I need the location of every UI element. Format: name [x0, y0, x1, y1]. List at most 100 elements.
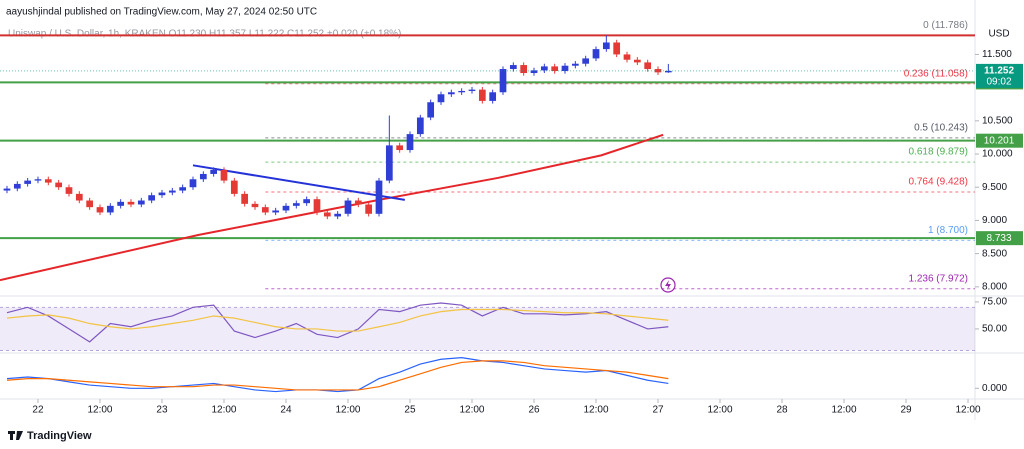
candle-body — [127, 201, 135, 205]
y-tick-label: 11.500 — [982, 49, 1012, 60]
candle-body — [86, 200, 94, 208]
candle-body — [633, 59, 641, 63]
support-price-box — [976, 133, 1023, 148]
candle-body — [540, 66, 548, 71]
candle-body — [530, 70, 538, 74]
indicator-line — [6, 357, 669, 393]
x-tick-label: 12:00 — [956, 405, 981, 416]
x-tick-label: 12:00 — [335, 405, 360, 416]
last-price-box — [976, 63, 1023, 88]
candle-body — [385, 145, 393, 181]
footer-brand: TradingView — [27, 430, 92, 442]
support-price-label: 8.733 — [986, 233, 1011, 244]
candle-body — [313, 199, 321, 213]
publisher-header: aayushjindal published on TradingView.co… — [6, 7, 317, 18]
fib-label: 1 (8.700) — [928, 225, 968, 236]
candle-body — [241, 193, 249, 204]
candle-body — [664, 70, 672, 73]
candle-body — [375, 180, 383, 214]
x-tick-label: 26 — [528, 405, 540, 416]
x-tick-label: 12:00 — [583, 405, 608, 416]
candle-body — [148, 195, 156, 201]
candle-body — [602, 42, 610, 50]
candle-body — [416, 117, 424, 135]
candle-body — [644, 62, 652, 70]
y-tick-label: 9.500 — [982, 182, 1007, 193]
x-tick-label: 28 — [776, 405, 788, 416]
candle-body — [582, 58, 590, 64]
support-price-box — [976, 231, 1023, 246]
candle-body — [354, 200, 362, 205]
candle-body — [447, 92, 455, 95]
fib-label: 0 (11.786) — [923, 20, 968, 31]
x-tick-label: 12:00 — [87, 405, 112, 416]
x-tick-label: 24 — [280, 405, 292, 416]
candle-body — [396, 145, 404, 151]
candle-body — [623, 54, 631, 60]
indicator-line — [6, 308, 669, 332]
x-tick-label: 12:00 — [459, 405, 484, 416]
candle-body — [334, 213, 342, 217]
x-tick-label: 29 — [900, 405, 912, 416]
candle-body — [210, 169, 218, 174]
candle-body — [437, 94, 445, 103]
last-price-label: 11.252 — [984, 66, 1014, 77]
x-tick-label: 12:00 — [707, 405, 732, 416]
candle-body — [137, 200, 145, 205]
candle-body — [571, 63, 579, 66]
candle-body — [13, 183, 21, 189]
candle-body — [24, 180, 32, 184]
candle-body — [189, 179, 197, 188]
indicator-line — [6, 360, 669, 391]
candle-body — [261, 207, 269, 213]
candle-body — [3, 188, 11, 191]
y-tick-label: 8.000 — [982, 281, 1007, 292]
y-tick-label: 9.000 — [982, 215, 1007, 226]
y-tick-label: 75.00 — [982, 297, 1007, 308]
fib-label: 0.236 (11.058) — [904, 68, 968, 79]
candle-body — [551, 66, 559, 72]
candle-body — [96, 207, 104, 213]
x-tick-label: 25 — [404, 405, 416, 416]
candle-body — [561, 65, 569, 72]
candle-body — [158, 192, 166, 196]
trend-line — [192, 164, 405, 201]
candle-body — [251, 203, 259, 208]
candle-body — [468, 89, 476, 91]
y-tick-label: 10.500 — [982, 115, 1013, 126]
fib-label: 0.764 (9.428) — [909, 177, 969, 188]
candle-body — [509, 65, 517, 70]
candle-body — [75, 193, 83, 201]
candle-body — [220, 169, 228, 181]
alert-icon — [660, 277, 676, 293]
y-tick-label: 8.500 — [982, 248, 1007, 259]
x-tick-label: 22 — [32, 405, 44, 416]
y-tick-label: 50.00 — [982, 324, 1007, 335]
candle-body — [654, 69, 662, 73]
rsi-band — [0, 307, 975, 351]
x-tick-label: 27 — [652, 405, 664, 416]
candle-body — [303, 199, 311, 204]
candle-body — [65, 187, 73, 194]
moving-average — [0, 133, 664, 282]
support-price-label: 10.201 — [984, 135, 1015, 146]
symbol-legend: Uniswap / U.S. Dollar, 1h, KRAKEN O11.23… — [8, 29, 401, 40]
x-tick-label: 12:00 — [832, 405, 857, 416]
fib-label: 0.5 (10.243) — [914, 123, 968, 134]
candle-body — [55, 182, 63, 188]
currency-label: USD — [988, 29, 1009, 40]
candle-body — [272, 210, 280, 213]
candle-body — [34, 179, 42, 181]
y-tick-label: 0.000 — [982, 383, 1007, 394]
fib-label: 0.618 (9.879) — [909, 147, 969, 158]
candle-body — [179, 187, 187, 191]
candle-body — [478, 89, 486, 101]
candle-body — [199, 173, 207, 180]
candle-body — [292, 203, 300, 206]
candle-body — [592, 49, 600, 59]
bar-countdown: 09:02 — [986, 77, 1011, 88]
candle-body — [613, 42, 621, 55]
candle-body — [230, 180, 238, 194]
x-tick-label: 23 — [156, 405, 168, 416]
